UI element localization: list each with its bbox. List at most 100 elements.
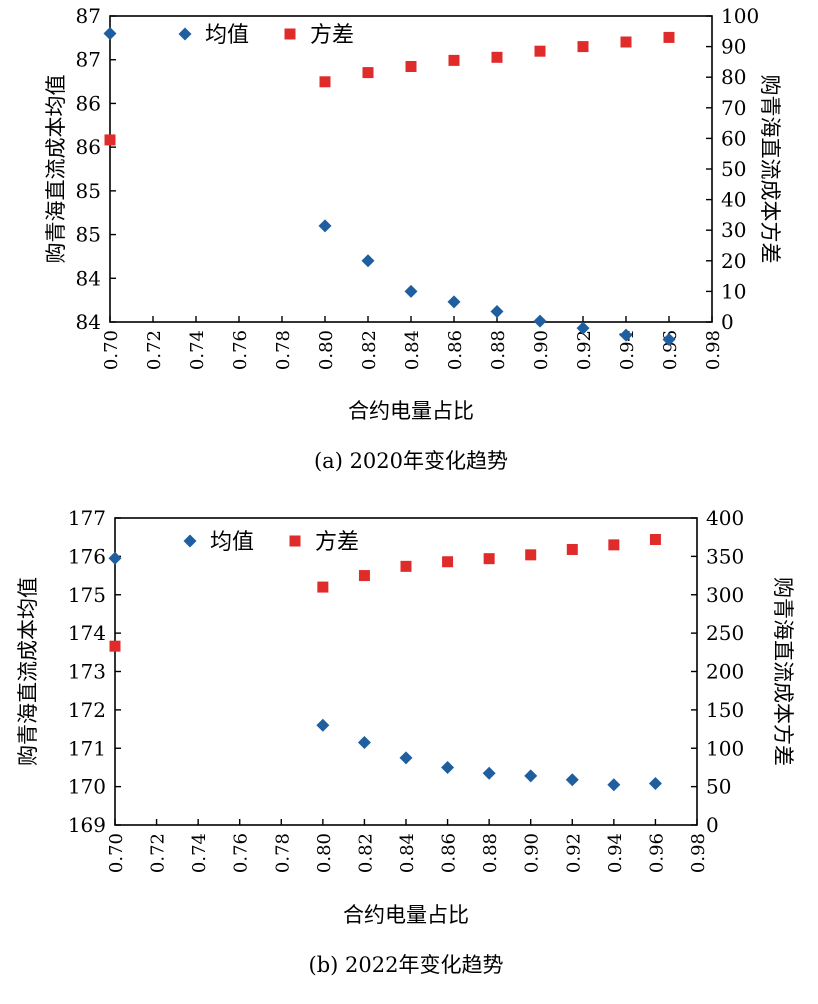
y-left-tick-label: 169 <box>68 813 106 837</box>
data-point-mean <box>399 751 413 765</box>
data-point-variance <box>608 539 620 551</box>
x-tick-label: 0.88 <box>480 833 501 873</box>
data-point-variance <box>483 553 495 565</box>
data-point-mean <box>648 777 662 791</box>
data-point-mean <box>607 778 621 792</box>
legend-marker-variance <box>289 535 301 547</box>
y-left-tick-label: 86 <box>76 135 101 159</box>
y-left-axis-title: 购青海直流成本均值 <box>16 577 40 766</box>
data-point-variance <box>491 51 503 63</box>
data-point-variance <box>525 549 537 561</box>
data-point-variance <box>649 533 661 545</box>
data-point-variance <box>620 36 632 48</box>
x-tick-label: 0.70 <box>106 833 127 873</box>
x-tick-label: 0.86 <box>439 833 460 873</box>
data-point-variance <box>362 67 374 79</box>
x-tick-label: 0.94 <box>617 330 638 370</box>
x-tick-label: 0.98 <box>703 330 724 370</box>
y-left-tick-label: 85 <box>76 223 101 247</box>
y-right-tick-label: 70 <box>721 96 746 120</box>
y-left-axis-title: 购青海直流成本均值 <box>44 75 68 264</box>
y-right-tick-label: 250 <box>706 621 744 645</box>
data-point-mean <box>533 314 547 328</box>
y-right-tick-label: 90 <box>721 35 746 59</box>
y-right-axis-title: 购青海直流成本方差 <box>758 75 782 264</box>
data-point-variance <box>448 54 460 66</box>
data-point-variance <box>400 560 412 572</box>
data-point-variance <box>319 76 331 88</box>
y-right-tick-label: 100 <box>706 736 744 760</box>
y-right-tick-label: 350 <box>706 544 744 568</box>
y-right-tick-label: 0 <box>721 310 734 334</box>
legend-label-mean: 均值 <box>210 530 254 555</box>
x-tick-label: 0.84 <box>397 833 418 873</box>
x-tick-label: 0.84 <box>402 330 423 370</box>
y-right-tick-label: 50 <box>721 157 746 181</box>
x-tick-label: 0.90 <box>531 330 552 370</box>
x-tick-label: 0.76 <box>231 833 252 873</box>
figure-caption: (a) 2020年变化趋势 <box>314 449 508 473</box>
x-tick-label: 0.82 <box>355 833 376 873</box>
legend-marker-variance <box>284 28 296 40</box>
x-tick-label: 0.82 <box>359 330 380 370</box>
y-right-tick-label: 50 <box>706 775 731 799</box>
x-tick-label: 0.94 <box>605 833 626 873</box>
x-tick-label: 0.76 <box>230 330 251 370</box>
y-left-tick-label: 85 <box>76 179 101 203</box>
data-point-mean <box>447 295 461 309</box>
y-left-tick-label: 177 <box>68 506 106 530</box>
x-tick-label: 0.88 <box>488 330 509 370</box>
data-point-mean <box>404 284 418 298</box>
y-right-tick-label: 150 <box>706 698 744 722</box>
x-tick-label: 0.72 <box>148 833 169 873</box>
x-axis-title: 合约电量占比 <box>343 903 469 927</box>
data-point-mean <box>361 254 375 268</box>
y-right-tick-label: 400 <box>706 506 744 530</box>
data-point-mean <box>490 305 504 319</box>
data-point-variance <box>358 570 370 582</box>
data-point-variance <box>663 31 675 43</box>
data-point-mean <box>565 773 579 787</box>
y-left-tick-label: 172 <box>68 698 106 722</box>
y-right-tick-label: 300 <box>706 583 744 607</box>
data-point-mean <box>524 769 538 783</box>
x-tick-label: 0.98 <box>688 833 709 873</box>
data-point-variance <box>577 41 589 53</box>
x-tick-label: 0.90 <box>522 833 543 873</box>
x-tick-label: 0.78 <box>273 330 294 370</box>
y-right-tick-label: 20 <box>721 249 746 273</box>
legend-label-mean: 均值 <box>205 23 249 48</box>
data-point-mean <box>108 551 122 565</box>
y-left-tick-label: 175 <box>68 583 106 607</box>
y-right-tick-label: 200 <box>706 660 744 684</box>
figure-caption: (b) 2022年变化趋势 <box>309 953 504 977</box>
y-left-tick-label: 86 <box>76 91 101 115</box>
data-point-variance <box>104 134 116 146</box>
y-right-tick-label: 0 <box>706 813 719 837</box>
data-point-mean <box>318 219 332 233</box>
y-left-tick-label: 84 <box>76 310 101 334</box>
y-left-tick-label: 84 <box>76 266 101 290</box>
x-tick-label: 0.96 <box>646 833 667 873</box>
y-right-tick-label: 10 <box>721 279 746 303</box>
data-point-variance <box>405 60 417 72</box>
y-left-tick-label: 176 <box>68 544 106 568</box>
x-axis-title: 合约电量占比 <box>348 399 474 423</box>
y-right-tick-label: 80 <box>721 65 746 89</box>
chart-panel-1: 0.70 0.72 0.74 0.76 0.78 0.80 0.82 0.84 0.86 0.88… <box>44 4 782 473</box>
data-point-mean <box>576 321 590 335</box>
data-point-mean <box>357 735 371 749</box>
y-left-tick-label: 87 <box>76 4 101 28</box>
legend-label-variance: 方差 <box>315 530 359 555</box>
data-point-variance <box>442 556 454 568</box>
data-point-mean <box>662 332 676 346</box>
y-left-tick-label: 87 <box>76 48 101 72</box>
x-tick-label: 0.74 <box>189 833 210 873</box>
x-tick-label: 0.70 <box>101 330 122 370</box>
data-point-mean <box>103 26 117 40</box>
x-tick-label: 0.72 <box>144 330 165 370</box>
data-point-variance <box>566 543 578 555</box>
x-tick-label: 0.92 <box>574 330 595 370</box>
legend-marker-mean <box>183 534 197 548</box>
